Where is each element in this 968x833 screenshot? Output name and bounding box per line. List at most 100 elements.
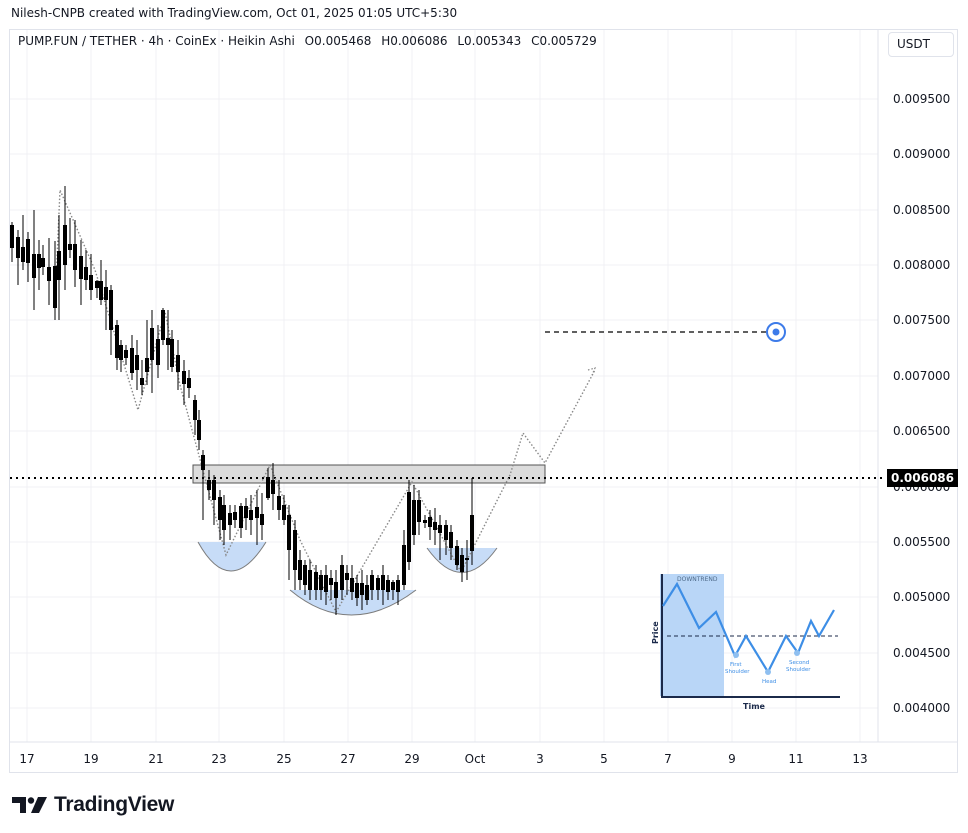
candle <box>47 267 51 281</box>
candle <box>187 378 191 388</box>
ohlc-close: C0.005729 <box>531 34 597 48</box>
time-tick: 25 <box>276 752 292 766</box>
candle <box>222 505 226 530</box>
time-tick: 9 <box>728 752 736 766</box>
candle <box>63 225 67 265</box>
candle <box>433 522 437 530</box>
svg-text:DOWNTREND: DOWNTREND <box>677 576 718 583</box>
candle <box>407 492 411 562</box>
candle <box>340 565 344 590</box>
candle <box>370 575 374 590</box>
candle <box>417 500 421 522</box>
candle <box>381 575 385 590</box>
candle <box>329 578 333 585</box>
projection-arrow-icon <box>587 367 597 376</box>
candle <box>115 325 119 358</box>
candle <box>140 378 144 385</box>
tradingview-logo[interactable]: TradingView <box>12 793 174 817</box>
candle <box>193 400 197 420</box>
ohlc-open: O0.005468 <box>304 34 372 48</box>
candle <box>449 532 453 548</box>
current-price-tag: 0.006086 <box>887 469 959 487</box>
time-tick: 17 <box>19 752 35 766</box>
candle <box>460 555 464 572</box>
candle <box>455 546 459 565</box>
candle <box>249 510 253 520</box>
candle <box>32 254 36 278</box>
candle <box>391 582 395 590</box>
candle <box>282 505 286 520</box>
candle <box>130 348 134 373</box>
candle <box>79 256 83 279</box>
candle <box>277 496 281 510</box>
candle <box>228 513 232 525</box>
time-tick: 5 <box>600 752 608 766</box>
candle <box>182 371 186 384</box>
candle <box>314 572 318 590</box>
price-tick: 0.008000 <box>893 258 951 272</box>
candle <box>53 266 57 308</box>
candle <box>355 583 359 598</box>
price-tick: 0.006500 <box>893 424 951 438</box>
chart-frame <box>9 29 958 773</box>
candle <box>239 506 243 528</box>
price-tick: 0.004500 <box>893 646 951 660</box>
candle <box>176 355 180 372</box>
candle <box>376 578 380 590</box>
time-tick: 7 <box>664 752 672 766</box>
candle <box>308 570 312 590</box>
time-tick: 21 <box>148 752 164 766</box>
candle <box>287 515 291 550</box>
candle <box>360 583 364 595</box>
candle <box>68 244 72 250</box>
svg-text:Shoulder: Shoulder <box>786 667 811 673</box>
svg-text:First: First <box>730 662 742 668</box>
grid <box>10 30 878 742</box>
time-tick: 3 <box>536 752 544 766</box>
candle <box>84 267 88 280</box>
candle <box>438 525 442 533</box>
candle <box>145 358 149 372</box>
candle <box>21 247 25 262</box>
candle <box>16 237 20 258</box>
price-tick: 0.007500 <box>893 313 951 327</box>
tradingview-logo-text: TradingView <box>54 793 175 816</box>
price-tick: 0.007000 <box>893 369 951 383</box>
tradingview-logo-icon <box>12 797 47 813</box>
candle <box>57 251 61 280</box>
wave-path <box>54 189 596 614</box>
candle <box>298 560 302 580</box>
candle <box>99 281 103 300</box>
svg-text:Head: Head <box>762 679 776 685</box>
chart-credit: Nilesh-CNPB created with TradingView.com… <box>11 6 458 20</box>
time-tick: 23 <box>211 752 227 766</box>
candle <box>345 573 349 580</box>
candle <box>207 480 211 490</box>
candle <box>260 514 264 525</box>
candle <box>150 328 154 360</box>
price-tick: 0.008500 <box>893 203 951 217</box>
candle <box>41 258 45 267</box>
candle <box>465 558 469 560</box>
time-tick: 19 <box>83 752 99 766</box>
candle <box>386 580 390 592</box>
candle <box>218 497 222 520</box>
currency-unit-button[interactable]: USDT <box>888 32 954 57</box>
time-tick: 27 <box>340 752 356 766</box>
candle <box>104 287 108 300</box>
candle <box>428 517 432 527</box>
candle <box>324 575 328 592</box>
price-tick: 0.009000 <box>893 147 951 161</box>
candle <box>37 254 41 268</box>
candle <box>197 420 201 440</box>
candle <box>233 512 237 520</box>
candles <box>10 186 474 615</box>
resistance-zone <box>192 464 546 484</box>
candle <box>255 507 259 518</box>
candle <box>89 275 93 290</box>
candle <box>119 345 123 360</box>
candle <box>170 339 174 367</box>
price-tick: 0.004000 <box>893 701 951 715</box>
ohlc-low: L0.005343 <box>457 34 522 48</box>
